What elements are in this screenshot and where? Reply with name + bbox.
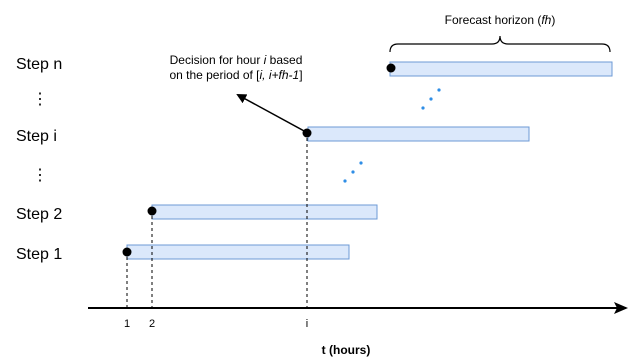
horizon-brace [389,35,611,53]
diagonal-dots-upper [421,88,441,110]
step-2-label: Step 2 [16,206,62,223]
step-n-bar [389,61,613,77]
tick-label-1: 1 [124,318,130,330]
diagonal-dots-lower [343,161,363,183]
axis-title: t (hours) [322,343,371,357]
tick-label-2: 2 [149,318,155,330]
step-2-start-dot [147,206,157,216]
step-i-start-dot [302,128,312,138]
decision-note-line1: Decision for hour i based [170,53,303,67]
step-1-start-dot [122,247,132,257]
step-2-bar [151,204,378,220]
decision-note-line2: on the period of [i, i+fh-1] [169,68,302,82]
step-i-label: Step i [16,128,57,145]
vertical-ellipsis-upper: ⋮ [32,91,48,108]
step-n-start-dot [386,63,396,73]
vertical-ellipsis-lower: ⋮ [32,167,48,184]
decision-note-arrow [236,94,307,133]
horizon-label: Forecast horizon (fh) [445,13,556,27]
step-n-label: Step n [16,56,62,73]
step-i-bar [307,126,530,142]
step-1-label: Step 1 [16,246,62,263]
tick-label-i: i [306,318,308,330]
step-1-bar [126,244,350,260]
